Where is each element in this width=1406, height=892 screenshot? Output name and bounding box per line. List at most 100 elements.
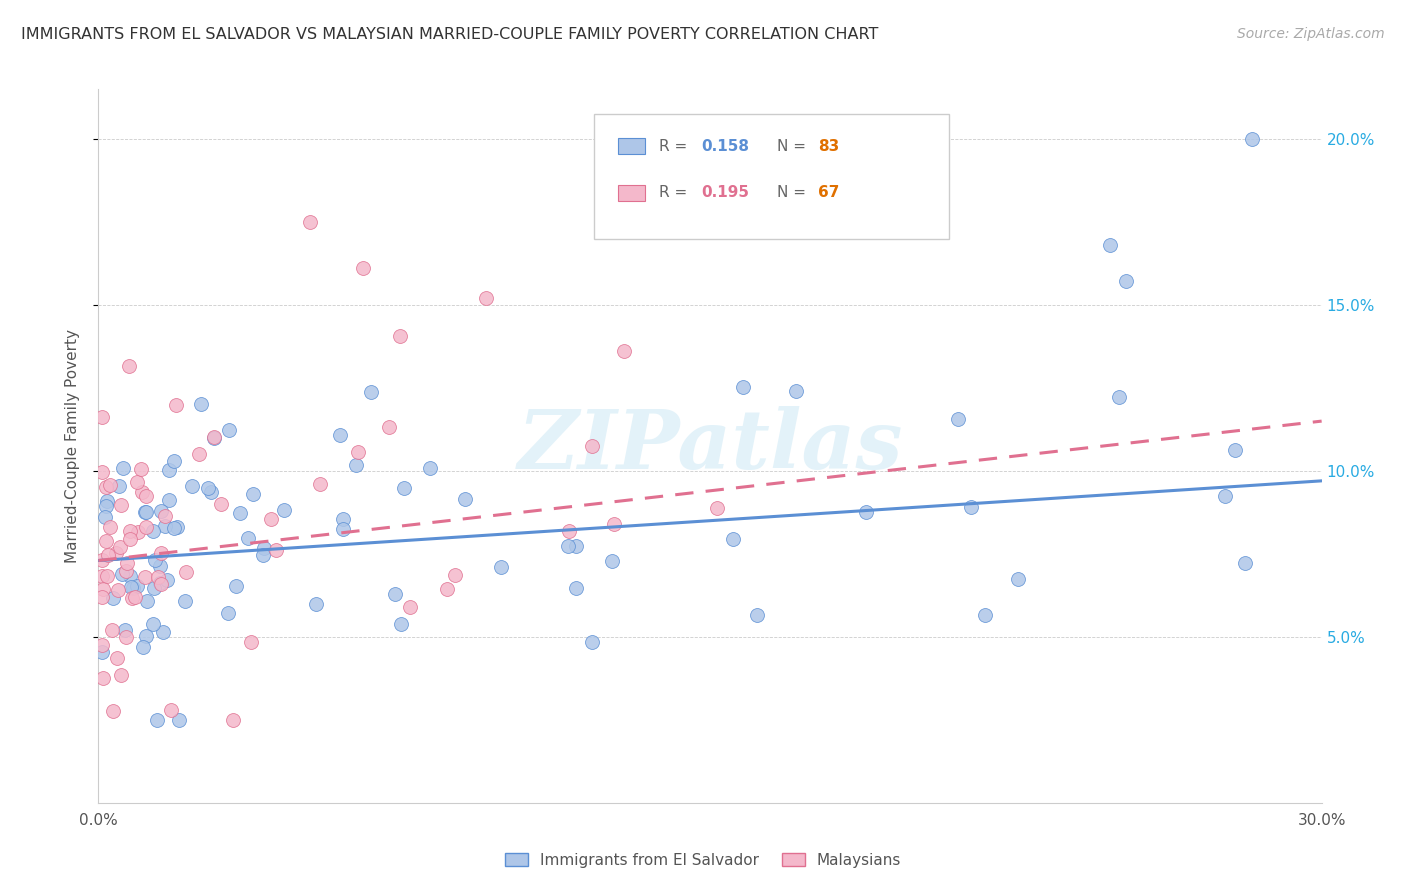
Point: [149, 577, 172, 591]
Point: [142, 524, 165, 538]
Point: [785, 384, 807, 398]
Text: N =: N =: [778, 139, 811, 153]
Point: [399, 599, 422, 614]
Point: [121, 591, 143, 605]
Point: [332, 522, 354, 536]
Point: [973, 608, 995, 623]
Point: [188, 447, 211, 461]
Point: [225, 579, 247, 593]
Point: [132, 640, 155, 655]
Text: 83: 83: [818, 139, 839, 153]
Point: [565, 540, 588, 554]
Point: [105, 651, 128, 665]
Point: [94, 499, 117, 513]
Point: [91, 639, 114, 653]
Point: [155, 508, 177, 523]
Point: [174, 565, 197, 579]
Point: [115, 631, 138, 645]
Point: [98, 477, 121, 491]
Point: [273, 503, 295, 517]
Point: [105, 546, 128, 560]
Point: [125, 475, 148, 489]
Point: [344, 458, 367, 472]
Point: [156, 573, 179, 587]
Point: [150, 545, 173, 559]
Point: [745, 608, 768, 623]
Point: [120, 568, 142, 582]
Point: [723, 532, 745, 546]
Point: [240, 635, 263, 649]
Point: [946, 411, 969, 425]
Point: [135, 629, 157, 643]
Point: [96, 493, 118, 508]
Point: [152, 625, 174, 640]
Point: [127, 524, 149, 539]
Text: 67: 67: [818, 186, 839, 200]
Point: [165, 398, 187, 412]
Point: [134, 505, 156, 519]
Point: [197, 481, 219, 495]
Point: [97, 548, 120, 562]
Point: [107, 582, 129, 597]
Point: [125, 579, 148, 593]
Point: [146, 713, 169, 727]
Point: [149, 576, 172, 591]
Point: [160, 703, 183, 717]
Text: Source: ZipAtlas.com: Source: ZipAtlas.com: [1237, 27, 1385, 41]
Point: [118, 359, 141, 373]
Point: [134, 570, 156, 584]
Point: [613, 344, 636, 359]
Point: [1007, 572, 1029, 586]
Point: [202, 430, 225, 444]
Point: [264, 542, 287, 557]
Point: [136, 594, 159, 608]
Point: [360, 384, 382, 399]
Point: [174, 594, 197, 608]
Point: [209, 497, 232, 511]
Point: [135, 490, 157, 504]
Point: [91, 645, 114, 659]
Bar: [619, 185, 645, 201]
Bar: [619, 138, 645, 154]
Point: [1108, 390, 1130, 404]
Point: [101, 705, 124, 719]
Text: 0.195: 0.195: [702, 186, 749, 200]
Point: [110, 668, 132, 682]
Point: [135, 520, 157, 534]
Point: [91, 410, 114, 425]
Point: [91, 465, 114, 479]
Point: [93, 671, 115, 685]
Point: [557, 539, 579, 553]
Point: [157, 492, 180, 507]
Point: [202, 431, 225, 445]
Point: [146, 570, 169, 584]
Point: [94, 481, 117, 495]
Point: [181, 479, 204, 493]
Point: [252, 548, 274, 562]
Point: [253, 541, 276, 555]
FancyBboxPatch shape: [593, 114, 949, 239]
Point: [153, 519, 176, 533]
Point: [565, 581, 588, 595]
Point: [389, 617, 412, 632]
Point: [150, 503, 173, 517]
Point: [166, 519, 188, 533]
Point: [475, 291, 498, 305]
Point: [706, 501, 728, 516]
Point: [157, 462, 180, 476]
Point: [1115, 274, 1137, 288]
Point: [419, 460, 441, 475]
Point: [600, 554, 623, 568]
Point: [111, 567, 134, 582]
Point: [110, 498, 132, 512]
Point: [222, 713, 245, 727]
Legend: Immigrants from El Salvador, Malaysians: Immigrants from El Salvador, Malaysians: [498, 845, 908, 875]
Point: [163, 521, 186, 535]
Point: [1234, 556, 1257, 570]
Point: [190, 397, 212, 411]
Point: [558, 524, 581, 538]
Point: [1098, 238, 1121, 252]
Point: [1213, 489, 1236, 503]
Point: [91, 569, 114, 583]
Point: [163, 454, 186, 468]
